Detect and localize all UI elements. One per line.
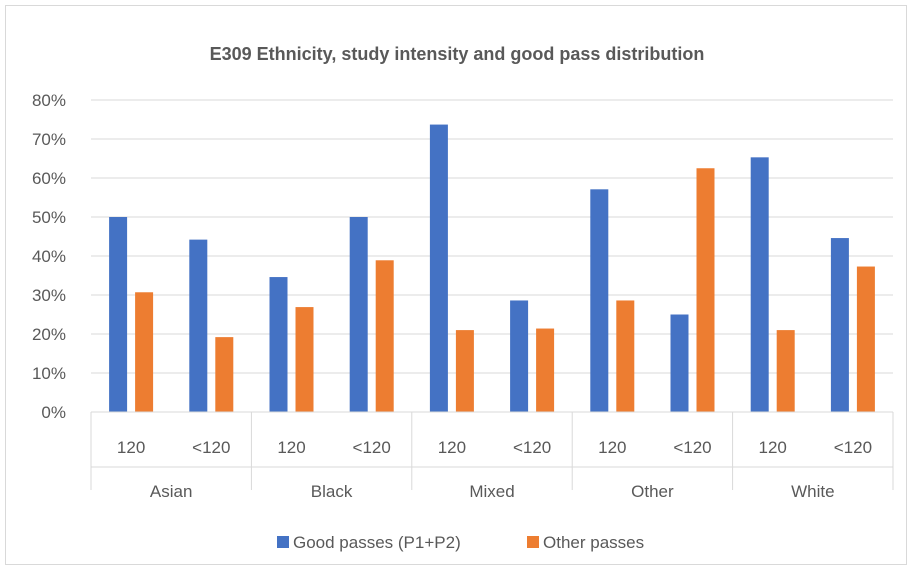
bar-good-passes bbox=[189, 239, 208, 412]
y-tick-label: 0% bbox=[41, 403, 66, 422]
bar-other-passes bbox=[295, 307, 314, 412]
bar-good-passes bbox=[830, 238, 849, 412]
y-tick-label: 40% bbox=[32, 247, 66, 266]
gridlines bbox=[91, 99, 893, 413]
x-tick-label: 120 bbox=[277, 438, 305, 457]
legend-swatch bbox=[277, 536, 289, 548]
x-tick-label: 120 bbox=[438, 438, 466, 457]
y-tick-label: 30% bbox=[32, 286, 66, 305]
x-tick-label: <120 bbox=[353, 438, 391, 457]
bar-good-passes bbox=[750, 157, 769, 412]
bar-other-passes bbox=[215, 337, 234, 412]
x-group-label: Mixed bbox=[469, 482, 514, 501]
x-axis: 120 <120 120 <120 120 <120 120 <120 120 <120 Asian… bbox=[90, 411, 894, 501]
bar-good-passes bbox=[109, 217, 128, 412]
bar-other-passes bbox=[455, 330, 474, 412]
bar-other-passes bbox=[776, 330, 795, 412]
bar-good-passes bbox=[269, 277, 288, 412]
y-axis-ticks: 0% 10% 20% 30% 40% 50% 60% 70% 80% bbox=[32, 91, 66, 422]
x-group-label: Asian bbox=[150, 482, 193, 501]
x-tick-label: 120 bbox=[117, 438, 145, 457]
x-group-label: Black bbox=[311, 482, 353, 501]
y-tick-label: 50% bbox=[32, 208, 66, 227]
bar-good-passes bbox=[590, 189, 609, 412]
x-group-label: White bbox=[791, 482, 834, 501]
y-tick-label: 20% bbox=[32, 325, 66, 344]
x-group-label: Other bbox=[631, 482, 674, 501]
bar-other-passes bbox=[135, 292, 154, 412]
bar-other-passes bbox=[616, 300, 635, 412]
bar-good-passes bbox=[670, 314, 689, 412]
bar-other-passes bbox=[696, 168, 715, 412]
bar-other-passes bbox=[536, 328, 555, 412]
chart-title: E309 Ethnicity, study intensity and good… bbox=[210, 44, 705, 64]
bar-good-passes bbox=[349, 217, 368, 412]
x-tick-label: <120 bbox=[673, 438, 711, 457]
legend-swatch bbox=[527, 536, 539, 548]
x-tick-label: 120 bbox=[598, 438, 626, 457]
bar-good-passes bbox=[510, 300, 529, 412]
y-tick-label: 10% bbox=[32, 364, 66, 383]
bar-good-passes bbox=[429, 124, 448, 412]
x-tick-label: <120 bbox=[513, 438, 551, 457]
bar-other-passes bbox=[375, 260, 394, 412]
bar-other-passes bbox=[856, 266, 875, 412]
legend-label: Good passes (P1+P2) bbox=[293, 533, 461, 552]
bars bbox=[109, 124, 875, 412]
y-tick-label: 70% bbox=[32, 130, 66, 149]
x-tick-label: <120 bbox=[192, 438, 230, 457]
legend: Good passes (P1+P2) Other passes bbox=[277, 533, 644, 552]
x-tick-label: <120 bbox=[834, 438, 872, 457]
y-tick-label: 60% bbox=[32, 169, 66, 188]
y-tick-label: 80% bbox=[32, 91, 66, 110]
x-tick-label: 120 bbox=[759, 438, 787, 457]
legend-label: Other passes bbox=[543, 533, 644, 552]
